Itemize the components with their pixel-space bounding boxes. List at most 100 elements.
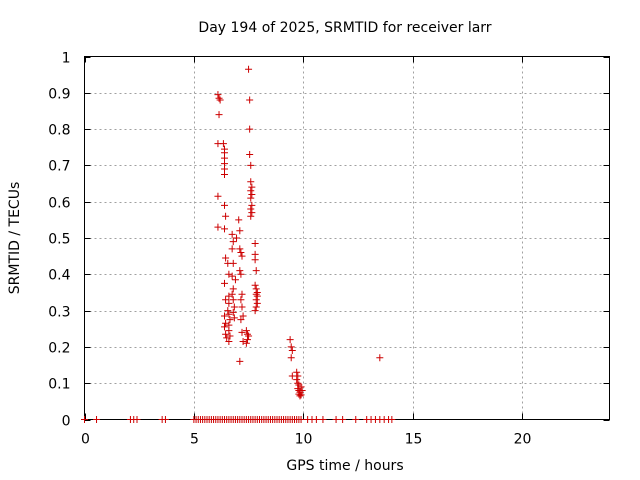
chart-title: Day 194 of 2025, SRMTID for receiver lar…: [198, 20, 491, 36]
y-tick-labels: 0 0.1 0.2 0.3 0.4 0.5 0.6 0.7 0.8 0.9 1: [48, 51, 70, 430]
data-point: [352, 416, 360, 423]
data-point: [248, 201, 256, 209]
data-point: [294, 385, 302, 393]
data-point: [246, 125, 254, 133]
data-point: [233, 234, 241, 242]
data-point: [229, 285, 237, 293]
data-point: [293, 368, 301, 376]
data-point: [312, 416, 320, 423]
data-point: [81, 416, 88, 423]
data-point: [215, 111, 223, 119]
data-point: [224, 307, 232, 315]
data-point: [231, 276, 239, 284]
data-point: [248, 183, 256, 191]
data-point: [286, 336, 294, 344]
y-tick-label: 0: [62, 414, 71, 430]
data-point: [297, 383, 305, 391]
data-point: [245, 65, 253, 73]
data-point: [293, 376, 301, 384]
data-point: [229, 308, 237, 316]
data-point: [252, 303, 260, 311]
x-tick-label: 10: [295, 432, 313, 448]
data-point: [287, 343, 295, 351]
data-point: [376, 354, 384, 362]
data-point: [247, 212, 255, 220]
data-point: [251, 281, 259, 289]
data-point: [221, 201, 228, 209]
data-point: [221, 312, 228, 320]
data-point: [222, 254, 230, 262]
data-point: [229, 238, 237, 246]
data-point: [252, 296, 260, 304]
data-point: [294, 372, 302, 380]
data-point: [252, 267, 260, 275]
data-point: [225, 337, 233, 345]
data-point: [237, 316, 245, 324]
data-point: [133, 416, 141, 423]
data-point: [247, 178, 255, 186]
y-tick-label: 0.9: [48, 87, 70, 103]
data-point: [221, 225, 228, 233]
y-tick-label: 0.1: [48, 377, 70, 393]
data-point: [245, 332, 253, 340]
data-point: [297, 416, 305, 423]
data-point: [225, 310, 233, 318]
data-point: [332, 416, 340, 423]
data-point: [226, 332, 234, 340]
data-point: [238, 252, 246, 260]
data-point: [225, 327, 233, 335]
data-point: [242, 327, 250, 335]
data-point: [228, 230, 236, 238]
data-point: [296, 392, 304, 400]
data-point: [229, 259, 237, 267]
y-tick-label: 0.6: [48, 196, 70, 212]
data-point: [238, 328, 246, 336]
data-point: [248, 190, 256, 198]
data-point: [223, 334, 231, 342]
data-point: [247, 187, 255, 195]
data-point: [228, 245, 236, 253]
data-point: [236, 245, 244, 253]
x-axis-title: GPS time / hours: [286, 458, 403, 474]
data-point: [238, 303, 246, 311]
data-point: [243, 336, 251, 344]
data-point: [251, 256, 259, 264]
data-point: [222, 212, 230, 220]
data-point: [239, 337, 247, 345]
y-tick-label: 0.3: [48, 305, 70, 321]
data-point: [239, 312, 247, 320]
data-point: [251, 307, 259, 315]
data-point: [253, 292, 261, 300]
data-point: [247, 205, 255, 213]
data-point: [247, 161, 255, 169]
data-point: [242, 339, 250, 347]
grid: [84, 56, 610, 420]
y-tick-label: 1: [62, 51, 71, 67]
data-point: [236, 267, 244, 275]
y-tick-label: 0.4: [48, 268, 70, 284]
axis-ticks: [84, 56, 610, 421]
data-point: [319, 416, 327, 423]
data-point: [237, 270, 245, 278]
x-tick-label: 5: [190, 432, 199, 448]
data-point: [246, 96, 254, 104]
data-point: [229, 296, 237, 304]
data-point: [238, 290, 246, 298]
data-point: [237, 249, 245, 257]
data-point: [219, 140, 227, 148]
y-axis-title: SRMTID / TECUs: [7, 182, 23, 295]
x-tick-label: 15: [405, 432, 423, 448]
data-points: [81, 65, 396, 423]
data-point: [221, 170, 228, 178]
data-point: [215, 94, 223, 102]
y-tick-label: 0.5: [48, 232, 70, 248]
data-point: [288, 347, 296, 355]
data-point: [297, 391, 305, 399]
data-point: [214, 192, 222, 200]
data-point: [228, 290, 236, 298]
data-point: [225, 299, 233, 307]
data-point: [228, 272, 236, 280]
data-point: [222, 319, 230, 327]
y-tick-label: 0.2: [48, 341, 70, 357]
data-point: [161, 416, 169, 423]
